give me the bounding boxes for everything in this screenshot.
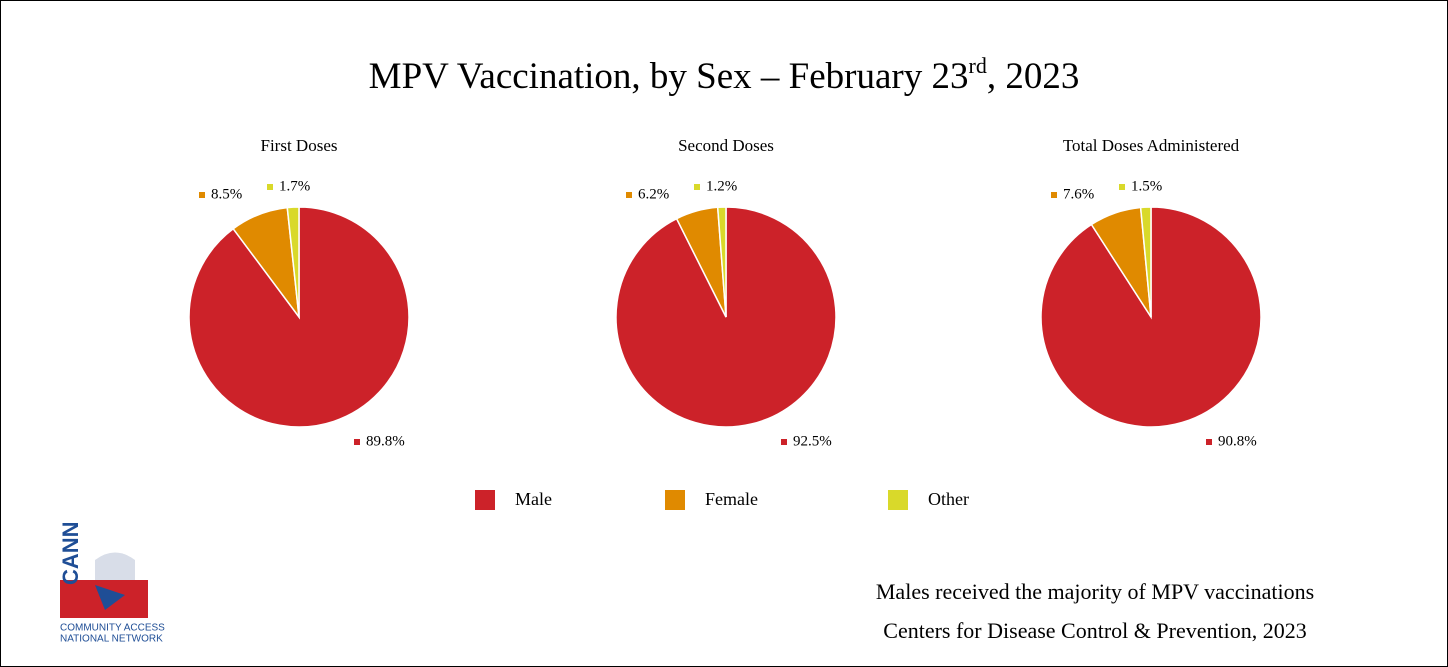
title-end: , 2023: [987, 56, 1080, 97]
logo-dome: [95, 552, 135, 580]
label-marker: [199, 192, 205, 198]
pie-title: First Doses: [261, 136, 338, 155]
data-label: 1.5%: [1131, 178, 1162, 194]
logo-shape: [95, 585, 125, 610]
label-marker: [1206, 439, 1212, 445]
data-label: 8.5%: [211, 186, 242, 202]
label-marker: [354, 439, 360, 445]
pie-slice: [286, 206, 300, 318]
data-label: 92.5%: [793, 433, 832, 449]
legend-label: Female: [705, 489, 758, 509]
label-marker: [1051, 192, 1057, 198]
data-label: 1.2%: [706, 178, 737, 194]
pie-title: Total Doses Administered: [1063, 136, 1240, 155]
legend-swatch: [888, 490, 908, 510]
legend-label: Other: [928, 489, 969, 509]
slide-title: MPV Vaccination, by Sex – February 23rd,…: [369, 53, 1080, 97]
data-label: 90.8%: [1218, 433, 1257, 449]
note: Centers for Disease Control & Prevention…: [883, 618, 1306, 643]
logo-line: NATIONAL NETWORK: [60, 634, 163, 645]
data-label: 6.2%: [638, 186, 669, 202]
data-label: 1.7%: [279, 178, 310, 194]
logo-line: COMMUNITY ACCESS: [60, 623, 165, 634]
note: Males received the majority of MPV vacci…: [876, 579, 1314, 604]
data-label: 7.6%: [1063, 186, 1094, 202]
logo: CANN COMMUNITY ACCESS NATIONAL NETWORK: [58, 521, 165, 644]
label-marker: [694, 184, 700, 190]
pie-title: Second Doses: [678, 136, 774, 155]
legend-swatch: [475, 490, 495, 510]
label-marker: [1119, 184, 1125, 190]
title-sup: rd: [969, 53, 987, 78]
legend-swatch: [665, 490, 685, 510]
legend-label: Male: [515, 489, 552, 509]
label-marker: [626, 192, 632, 198]
label-marker: [267, 184, 273, 190]
logo-name: CANN: [58, 521, 83, 585]
data-label: 89.8%: [366, 433, 405, 449]
pie-slice: [1139, 206, 1152, 318]
label-marker: [781, 439, 787, 445]
pie-slice: [716, 206, 727, 318]
title-main: MPV Vaccination, by Sex – February 23: [369, 56, 969, 97]
